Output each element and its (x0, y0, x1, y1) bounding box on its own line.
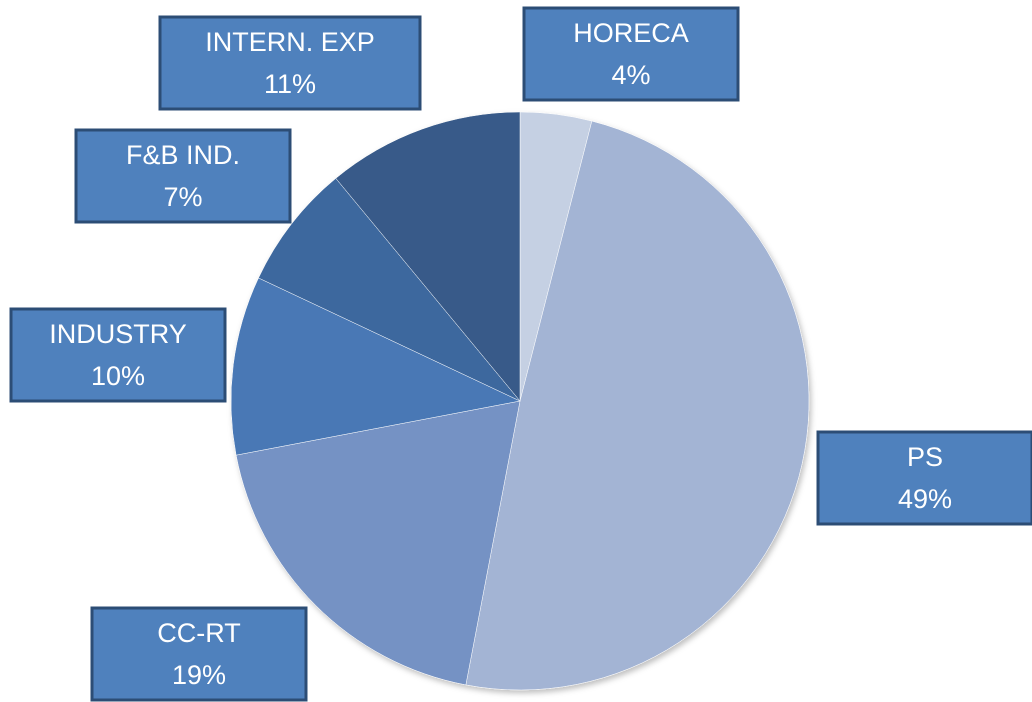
label-box (9, 307, 227, 403)
label-name: PS (907, 442, 943, 472)
label-name: CC-RT (157, 618, 241, 648)
label-name: F&B IND. (126, 140, 240, 170)
label-box (74, 128, 292, 224)
label-value: 11% (264, 69, 316, 99)
label-value: 19% (172, 660, 226, 690)
pie (230, 111, 810, 691)
slice (235, 400, 521, 686)
label-value: 49% (898, 484, 952, 514)
label-name: HORECA (573, 18, 689, 48)
slice (258, 177, 521, 402)
label-name: INDUSTRY (49, 319, 187, 349)
label-box (522, 6, 740, 102)
label-box (816, 430, 1032, 526)
label-box (90, 606, 308, 702)
slice (465, 120, 810, 691)
label-box (158, 15, 422, 111)
labels: HORECA 4% PS 49% CC-RT 19% INDUSTRY 10% F&B IND.… (9, 6, 1032, 702)
label-value: 10% (91, 361, 145, 391)
label-name: INTERN. EXP (205, 27, 375, 57)
slice (230, 277, 521, 456)
label-value: 4% (611, 60, 650, 90)
slice (335, 111, 521, 402)
label-value: 7% (163, 182, 202, 212)
